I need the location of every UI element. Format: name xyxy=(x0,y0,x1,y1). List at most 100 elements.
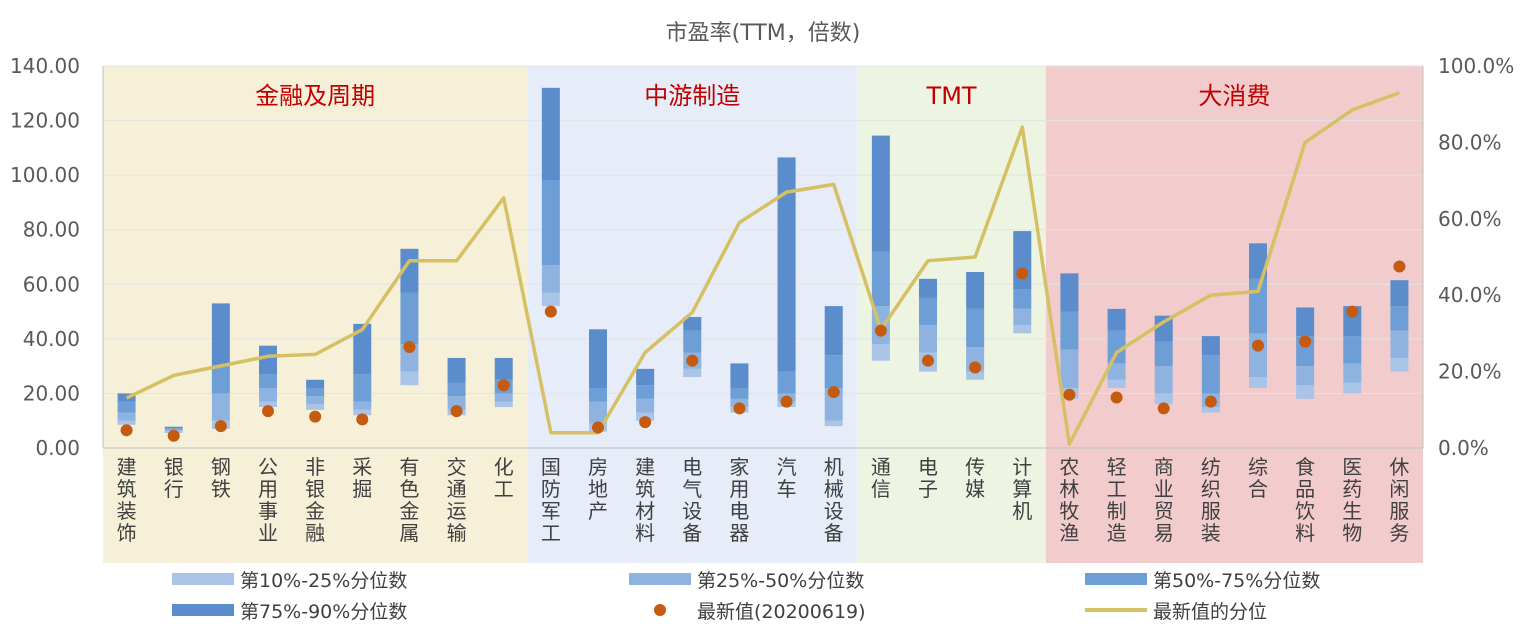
latest-value-point xyxy=(1016,267,1029,280)
bar-p50-75 xyxy=(1060,311,1079,350)
legend-swatch-latest xyxy=(629,603,691,617)
x-tick-label: 休闲服务 xyxy=(1389,455,1409,545)
bar-p50-75 xyxy=(589,387,607,402)
latest-value-point xyxy=(922,354,934,367)
bar-p75-90 xyxy=(447,357,466,383)
bar-p50-75 xyxy=(353,374,372,402)
bar-p25-50 xyxy=(919,325,937,353)
x-tick-label: 综合 xyxy=(1248,455,1268,501)
group-background-3 xyxy=(1045,66,1423,563)
latest-value-point xyxy=(827,386,840,399)
legend-label-p75-90: 第75%-90%分位数 xyxy=(240,600,408,623)
legend: 第10%-25%分位数 第25%-50%分位数 第50%-75%分位数 第75%… xyxy=(0,563,1527,633)
bar-p10-25 xyxy=(1107,379,1126,388)
bar-p50-75 xyxy=(1390,306,1409,331)
bar-p75-90 xyxy=(966,272,985,309)
latest-value-point xyxy=(450,405,463,418)
bar-p50-75 xyxy=(400,292,419,345)
bar-p75-90 xyxy=(824,306,843,356)
legend-item-p75-90: 第75%-90%分位数 xyxy=(172,598,408,623)
bar-p25-50 xyxy=(1013,308,1032,326)
bar-p10-25 xyxy=(683,368,702,378)
bar-p50-75 xyxy=(447,382,466,397)
bar-p75-90 xyxy=(777,157,796,372)
bar-p50-75 xyxy=(1343,336,1362,364)
x-tick-label: 建筑装饰 xyxy=(117,455,137,545)
bar-p25-50 xyxy=(1060,349,1079,388)
legend-swatch-p75-90 xyxy=(172,604,234,616)
bar-p10-25 xyxy=(259,401,277,408)
latest-value-point xyxy=(1299,335,1312,348)
x-tick-label: 机械设备 xyxy=(824,455,844,545)
x-tick-label: 轻工制造 xyxy=(1107,455,1127,545)
bar-p10-25 xyxy=(494,401,513,408)
legend-label-p10-25: 第10%-25%分位数 xyxy=(240,569,408,592)
bar-p75-90 xyxy=(1390,280,1409,307)
chart-title: 市盈率(TTM，倍数) xyxy=(666,21,861,46)
bar-p50-75 xyxy=(871,251,890,307)
x-tick-label: 医药生物 xyxy=(1342,455,1362,545)
bar-p75-90 xyxy=(919,278,937,298)
latest-value-point xyxy=(780,395,793,408)
bar-p75-90 xyxy=(1060,273,1079,312)
latest-value-point xyxy=(969,361,982,374)
x-tick-label: 汽车 xyxy=(777,455,797,501)
bar-p10-25 xyxy=(1296,385,1315,399)
y-tick-right: 80.0% xyxy=(1438,130,1502,154)
latest-value-point xyxy=(497,379,510,392)
bar-p75-90 xyxy=(541,87,560,181)
latest-value-point xyxy=(120,424,133,437)
legend-swatch-p10-25 xyxy=(172,573,234,585)
x-tick-label: 通信 xyxy=(871,455,891,501)
bar-p50-75 xyxy=(1201,355,1220,394)
group-label-2: TMT xyxy=(926,82,977,110)
bar-p25-50 xyxy=(1154,366,1173,394)
legend-item-latest: 最新值(20200619) xyxy=(629,598,866,623)
latest-value-point xyxy=(1252,339,1264,352)
bar-p25-50 xyxy=(589,401,607,424)
x-tick-label: 纺织服装 xyxy=(1201,455,1221,545)
y-tick-right: 40.0% xyxy=(1438,283,1502,307)
y-tick-left: 0.00 xyxy=(35,436,80,460)
bar-p75-90 xyxy=(1201,336,1220,356)
bar-p25-50 xyxy=(824,387,843,421)
legend-item-p10-25: 第10%-25%分位数 xyxy=(172,567,408,592)
latest-value-point xyxy=(639,416,652,429)
bar-p10-25 xyxy=(400,371,419,386)
bar-p25-50 xyxy=(400,344,419,372)
bar-p50-75 xyxy=(117,401,136,413)
y-tick-right: 20.0% xyxy=(1438,360,1502,384)
bar-p75-90 xyxy=(1013,231,1032,290)
legend-swatch-p25-50 xyxy=(629,573,691,585)
bar-p50-75 xyxy=(1154,341,1173,367)
bar-p10-25 xyxy=(1013,325,1032,334)
bar-p50-75 xyxy=(919,297,937,326)
y-tick-left: 140.00 xyxy=(10,54,80,78)
bar-p10-25 xyxy=(871,344,890,361)
bar-p25-50 xyxy=(1107,363,1126,380)
bar-p50-75 xyxy=(541,180,560,266)
bar-p75-90 xyxy=(353,323,372,375)
y-tick-left: 60.00 xyxy=(23,272,80,296)
latest-value-point xyxy=(874,324,887,337)
bar-p50-75 xyxy=(1107,330,1126,364)
legend-swatch-p50-75 xyxy=(1085,573,1147,585)
bar-p75-90 xyxy=(1154,315,1173,342)
x-tick-label: 有色金属 xyxy=(399,455,419,545)
bar-p10-25 xyxy=(1201,407,1220,413)
bar-p50-75 xyxy=(824,355,843,388)
bar-p10-25 xyxy=(353,409,372,416)
x-tick-label: 房地产 xyxy=(588,455,608,523)
bar-p25-50 xyxy=(494,393,513,402)
bar-p50-75 xyxy=(259,374,277,388)
bar-p25-50 xyxy=(259,387,277,402)
latest-value-point xyxy=(403,341,416,354)
y-tick-left: 120.00 xyxy=(10,109,80,133)
bar-p25-50 xyxy=(541,265,560,293)
bar-p75-90 xyxy=(589,329,607,388)
legend-item-percentile: 最新值的分位 xyxy=(1085,598,1267,623)
bar-p75-90 xyxy=(1107,308,1126,331)
bar-p50-75 xyxy=(730,387,749,399)
bar-p75-90 xyxy=(306,379,325,388)
latest-value-point xyxy=(1063,388,1076,401)
